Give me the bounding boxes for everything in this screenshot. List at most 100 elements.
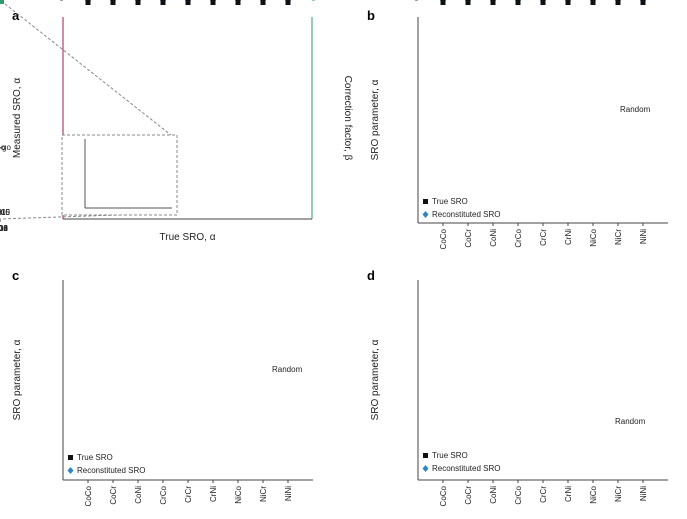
a-yl-tick-label: 0.005 [38,0,59,2]
a-inset-y-tick-label: 0.002 [63,0,84,2]
d-true-sro-point [615,0,621,5]
c-true-sro-point [110,0,116,5]
a-inset-x-tick-label: 0.015 [0,208,11,217]
a-yr-tick-label: 7 [318,0,323,2]
c-x-tick-label: CoCr [109,486,118,505]
c-x-tick-label: NiNi [284,486,293,501]
d-true-sro-point [490,0,496,5]
a-x-tick-label: 0.04 [0,224,8,233]
a-inset-y-tick-label: 0.001 [63,0,84,2]
a-zoom-connector [0,212,177,220]
b-x-tick-label: CoNi [489,229,498,247]
a-x-tick-label: 0.08 [0,224,8,233]
c-x-tick-label: CrCo [159,485,168,504]
b-y-tick-label: −0.12 [393,0,414,2]
c-x-tick-label: CoNi [134,486,143,504]
a-yr-tick-label: 6 [318,0,323,2]
a-y-right-axis-label: Correction factor, β [342,76,353,161]
c-y-tick-label: 0.012 [38,0,59,2]
d-y-tick-label: −0.003 [388,0,413,2]
c-x-tick-label: CrNi [209,486,218,502]
d-x-tick-label: CoNi [489,486,498,504]
c-y-tick-label: −0.006 [33,0,58,2]
d-y-tick-label: 0.004 [393,0,414,2]
d-true-sro-point [565,0,571,5]
b-x-tick-label: CrNi [564,229,573,245]
c-legend-true-label: True SRO [77,453,113,462]
c-y-tick-label: 0.002 [38,0,59,2]
c-y-tick-label: −0.010 [33,0,58,2]
b-x-tick-label: CrCr [539,229,548,246]
b-legend-true-label: True SRO [432,197,468,206]
d-true-sro-point [515,0,521,5]
panel-label-a: a [12,8,20,23]
c-y-tick-label: 0.008 [38,0,59,2]
b-y-tick-label: 0.14 [397,0,413,2]
c-y-tick-label: −0.012 [33,0,58,2]
a-yl-tick-label: 0.015 [38,0,59,2]
a-yl-tick-label: 0.025 [38,0,59,2]
d-legend-true-label: True SRO [432,451,468,460]
d-y-tick-label: 0.005 [393,0,414,2]
b-y-tick-label: 0.02 [397,0,413,2]
b-y-tick-label: −0.14 [393,0,414,2]
d-y-tick-label: 0.003 [393,0,414,2]
a-yr-tick-label: 9 [318,0,323,2]
d-y-tick-label: −0.001 [388,0,413,2]
panel-label-d: d [367,268,375,283]
c-true-sro-point [285,0,291,5]
d-true-sro-point [640,0,646,5]
b-y-tick-label: −0.06 [393,0,414,2]
c-x-tick-label: NiCr [259,486,268,502]
a-yr-tick-label: 5 [318,0,323,2]
a-inset-frame [61,134,178,216]
a-x-axis-label: True SRO, α [160,232,216,243]
d-y-tick-label: −0.004 [388,0,413,2]
b-y-tick-label: −0.10 [393,0,414,2]
a-x-tick-label: 0 [0,224,3,233]
d-legend-recon-marker [422,465,429,472]
c-random-label: Random [272,365,303,374]
a-inset-go-label: Go [0,143,6,152]
c-y-tick-label: −0.014 [33,0,58,2]
c-true-sro-point [185,0,191,5]
b-random-label: Random [620,105,651,114]
c-y-tick-label: 0.006 [38,0,59,2]
b-y-tick-label: 0.06 [397,0,413,2]
c-x-tick-label: CoCo [84,485,93,506]
a-x-tick-label: 0.02 [0,224,8,233]
a-yl-tick-label: 0.010 [38,0,59,2]
b-y-axis-label: SRO parameter, α [370,79,381,160]
d-y-tick-label: −0.002 [388,0,413,2]
c-true-sro-point [160,0,166,5]
a-yr-tick-label: 8 [318,0,323,2]
d-x-tick-label: NiCr [614,486,623,502]
panel-label-c: c [12,268,19,283]
c-true-sro-point [135,0,141,5]
d-x-tick-label: CrCo [514,485,523,504]
a-yl-tick-label: 0.020 [38,0,59,2]
c-y-tick-label: 0.004 [38,0,59,2]
c-legend-recon-marker [67,467,74,474]
b-legend-true-marker [423,199,428,204]
d-y-tick-label: 0.002 [393,0,414,2]
a-yl-tick-label: 0 [54,0,59,2]
b-y-tick-label: 0.08 [397,0,413,2]
a-inset-y-tick-label: 0.004 [63,0,84,2]
b-x-tick-label: NiNi [639,229,648,244]
b-y-tick-label: −0.04 [393,0,414,2]
d-x-tick-label: CrCr [539,486,548,503]
c-true-sro-point [85,0,91,5]
a-zoom-connector [0,0,177,140]
b-x-tick-label: NiCr [614,229,623,245]
b-y-tick-label: 0 [409,0,414,2]
a-inset-y-tick-label: 0 [79,0,84,2]
panel-label-b: b [367,8,375,23]
c-y-axis-label: SRO parameter, α [12,339,23,420]
c-true-sro-point [260,0,266,5]
b-x-tick-label: CoCo [439,228,448,249]
d-random-label: Random [615,417,646,426]
c-x-tick-label: NiCo [234,485,243,503]
b-y-tick-label: −0.08 [393,0,414,2]
